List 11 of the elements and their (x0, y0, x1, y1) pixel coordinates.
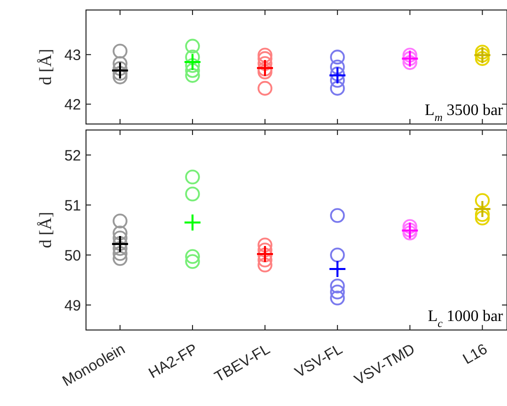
y-tick-label: 52 (64, 147, 81, 164)
y-tick-label: 49 (64, 297, 81, 314)
y-axis-title: d [Å] (36, 212, 55, 248)
y-tick-label: 50 (64, 247, 81, 264)
y-tick-label: 51 (64, 197, 81, 214)
y-axis-title: d [Å] (36, 48, 55, 86)
annotation: L$_{c}$ 1000 bar (428, 308, 504, 330)
y-tick-label: 43 (64, 46, 81, 64)
annotation: L$_{m}$ 3500 bar (424, 102, 504, 124)
y-tick-label: 42 (64, 96, 81, 114)
x-tick-label: L16 (460, 340, 490, 368)
